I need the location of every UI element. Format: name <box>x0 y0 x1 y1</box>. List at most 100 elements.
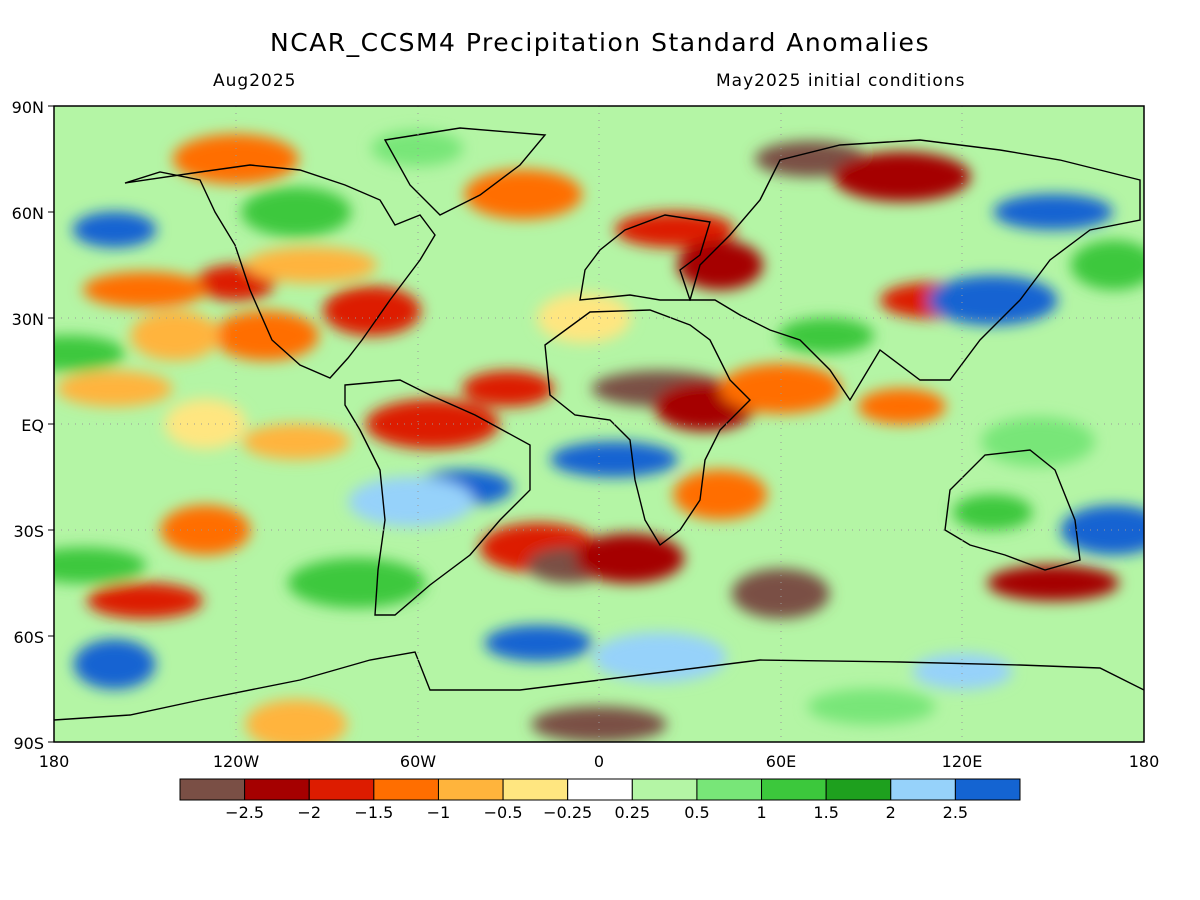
colorbar-tick-labels: −2.5 −2 −1.5 −1 −0.5 −0.25 0.25 0.5 1 1.5 2 2.5 <box>225 803 968 822</box>
anomaly-patch <box>130 310 221 361</box>
colorbar-swatch <box>954 778 1021 801</box>
anomaly-patch <box>536 293 631 343</box>
colorbar-swatch <box>502 778 569 801</box>
lon-label: 120E <box>942 752 983 771</box>
anomaly-patch <box>574 533 685 584</box>
lat-label: 30N <box>12 310 44 329</box>
colorbar-swatch <box>308 778 375 801</box>
lon-label: 180 <box>1129 752 1160 771</box>
graticule <box>54 106 1144 742</box>
lon-label: 60W <box>400 752 436 771</box>
coastline-europe <box>579 214 711 301</box>
anomaly-patch <box>778 317 875 354</box>
lat-label: EQ <box>21 416 44 435</box>
anomaly-patch <box>1070 240 1144 290</box>
colorbar-swatch <box>761 778 827 801</box>
anomaly-patch <box>731 568 830 619</box>
anomaly-patch <box>484 625 593 662</box>
anomaly-patch <box>592 632 727 683</box>
anomaly-patch <box>857 388 946 425</box>
colorbar-tick-label: −1.5 <box>354 803 393 822</box>
colorbar-swatch <box>696 778 763 801</box>
anomaly-patch <box>56 370 173 407</box>
colorbar-tick-label: 0.5 <box>684 803 709 822</box>
coastlines <box>54 127 1144 721</box>
lat-ticks <box>48 105 54 743</box>
lon-label: 180 <box>39 752 70 771</box>
anomaly-patch <box>719 363 842 414</box>
colorbar-swatch <box>244 778 310 801</box>
anomaly-patch <box>322 285 421 336</box>
anomaly-patch <box>531 706 667 742</box>
anomaly-patch <box>54 547 147 584</box>
anomaly-patch <box>807 688 936 725</box>
anomaly-patch <box>348 476 475 527</box>
colorbar-swatch <box>179 778 246 801</box>
anomaly-patch <box>993 194 1114 230</box>
anomaly-patch <box>245 699 348 742</box>
lat-label: 90S <box>13 734 44 753</box>
lon-label: 120W <box>213 752 260 771</box>
colorbar-swatch <box>631 778 698 801</box>
colorbar-tick-label: 2 <box>886 803 896 822</box>
anomaly-patch <box>160 505 251 555</box>
anomaly-field <box>54 106 1144 742</box>
anomaly-patch <box>550 441 679 478</box>
anomaly-patch <box>952 494 1033 531</box>
anomaly-patch <box>371 130 464 167</box>
colorbar-tick-label: 1.5 <box>813 803 838 822</box>
anomaly-patch <box>72 211 157 248</box>
lon-label: 0 <box>594 752 604 771</box>
anomaly-patch <box>677 240 764 290</box>
anomaly-patch <box>86 582 203 619</box>
anomaly-patch <box>981 416 1096 467</box>
colorbar-swatch <box>825 778 892 801</box>
valid-month-label: Aug2025 <box>213 71 297 91</box>
coastline-north-america <box>124 164 436 379</box>
anomaly-patch <box>164 399 247 449</box>
longitude-labels: 180 120W 60W 0 60E 120E 180 <box>39 752 1160 771</box>
lat-label: 60N <box>12 204 44 223</box>
latitude-labels: 90N 60N 30N EQ 30S 60S 90S <box>12 98 44 753</box>
anomaly-patch <box>212 310 319 361</box>
map-title: NCAR_CCSM4 Precipitation Standard Anomal… <box>270 28 930 57</box>
anomaly-patch <box>464 169 583 220</box>
colorbar-swatch <box>890 778 956 801</box>
colorbar-tick-label: 1 <box>756 803 766 822</box>
anomaly-patch <box>73 639 156 690</box>
coastline-africa <box>544 309 751 547</box>
anomaly-patch <box>673 469 768 520</box>
anomaly-patch <box>287 558 426 608</box>
anomaly-patch <box>241 187 352 237</box>
lat-label: 60S <box>13 628 44 647</box>
lon-label: 60E <box>766 752 796 771</box>
anomaly-patch <box>54 335 126 372</box>
colorbar-swatch <box>373 778 439 801</box>
anomaly-patch <box>1060 505 1144 555</box>
anomaly-patch <box>82 271 207 308</box>
colorbar-swatch <box>437 778 504 801</box>
colorbar-tick-label: −2 <box>297 803 321 822</box>
anomaly-patch <box>987 565 1120 601</box>
init-conditions-label: May2025 initial conditions <box>716 71 966 91</box>
colorbar-tick-label: 0.25 <box>614 803 650 822</box>
coastline-south-america <box>344 379 531 616</box>
lat-label: 90N <box>12 98 44 117</box>
colorbar-swatch <box>567 778 633 801</box>
anomaly-patch <box>927 275 1058 326</box>
colorbar-tick-label: −0.5 <box>484 803 523 822</box>
coastline-antarctica <box>54 651 1144 721</box>
anomaly-patch <box>242 423 351 460</box>
anomaly-patch <box>832 151 971 202</box>
colorbar-tick-label: −1 <box>427 803 451 822</box>
anomaly-patch <box>912 653 1013 690</box>
colorbar-tick-label: 2.5 <box>943 803 968 822</box>
colorbar-tick-label: −0.25 <box>543 803 592 822</box>
colorbar-tick-label: −2.5 <box>225 803 264 822</box>
lat-label: 30S <box>13 522 44 541</box>
colorbar <box>179 778 1021 801</box>
anomaly-patch <box>462 370 555 407</box>
anomaly-patch <box>245 247 378 283</box>
coastline-asia <box>689 139 1141 402</box>
